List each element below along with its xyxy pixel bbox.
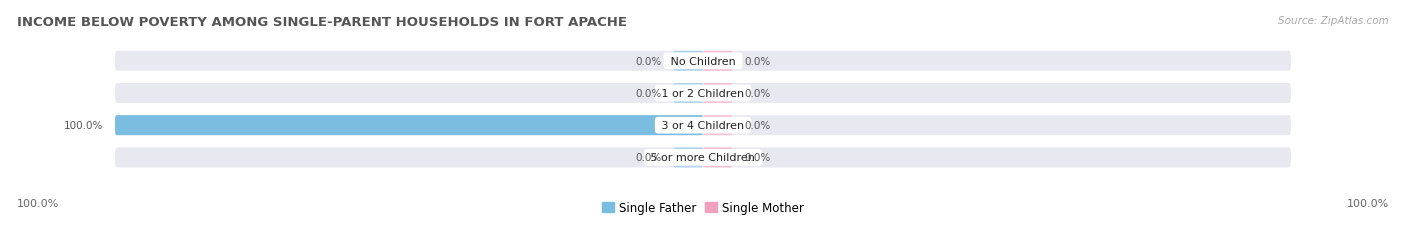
Text: 5 or more Children: 5 or more Children (647, 153, 759, 163)
Text: 100.0%: 100.0% (63, 121, 103, 131)
Text: 0.0%: 0.0% (636, 88, 662, 99)
Text: 100.0%: 100.0% (17, 198, 59, 208)
FancyBboxPatch shape (673, 84, 703, 103)
FancyBboxPatch shape (115, 116, 703, 136)
Text: 100.0%: 100.0% (1347, 198, 1389, 208)
Text: 0.0%: 0.0% (744, 88, 770, 99)
FancyBboxPatch shape (115, 148, 1291, 168)
FancyBboxPatch shape (673, 148, 703, 168)
Text: 0.0%: 0.0% (636, 57, 662, 67)
Text: Source: ZipAtlas.com: Source: ZipAtlas.com (1278, 16, 1389, 26)
Text: No Children: No Children (666, 57, 740, 67)
Text: 1 or 2 Children: 1 or 2 Children (658, 88, 748, 99)
FancyBboxPatch shape (703, 52, 733, 71)
Text: 0.0%: 0.0% (744, 121, 770, 131)
Text: 0.0%: 0.0% (744, 153, 770, 163)
FancyBboxPatch shape (115, 116, 1291, 136)
Text: 3 or 4 Children: 3 or 4 Children (658, 121, 748, 131)
Legend: Single Father, Single Mother: Single Father, Single Mother (598, 196, 808, 219)
FancyBboxPatch shape (703, 148, 733, 168)
FancyBboxPatch shape (115, 84, 1291, 103)
Text: 0.0%: 0.0% (636, 153, 662, 163)
FancyBboxPatch shape (673, 52, 703, 71)
FancyBboxPatch shape (115, 52, 1291, 71)
Text: INCOME BELOW POVERTY AMONG SINGLE-PARENT HOUSEHOLDS IN FORT APACHE: INCOME BELOW POVERTY AMONG SINGLE-PARENT… (17, 16, 627, 29)
FancyBboxPatch shape (703, 84, 733, 103)
FancyBboxPatch shape (703, 116, 733, 136)
Text: 0.0%: 0.0% (744, 57, 770, 67)
